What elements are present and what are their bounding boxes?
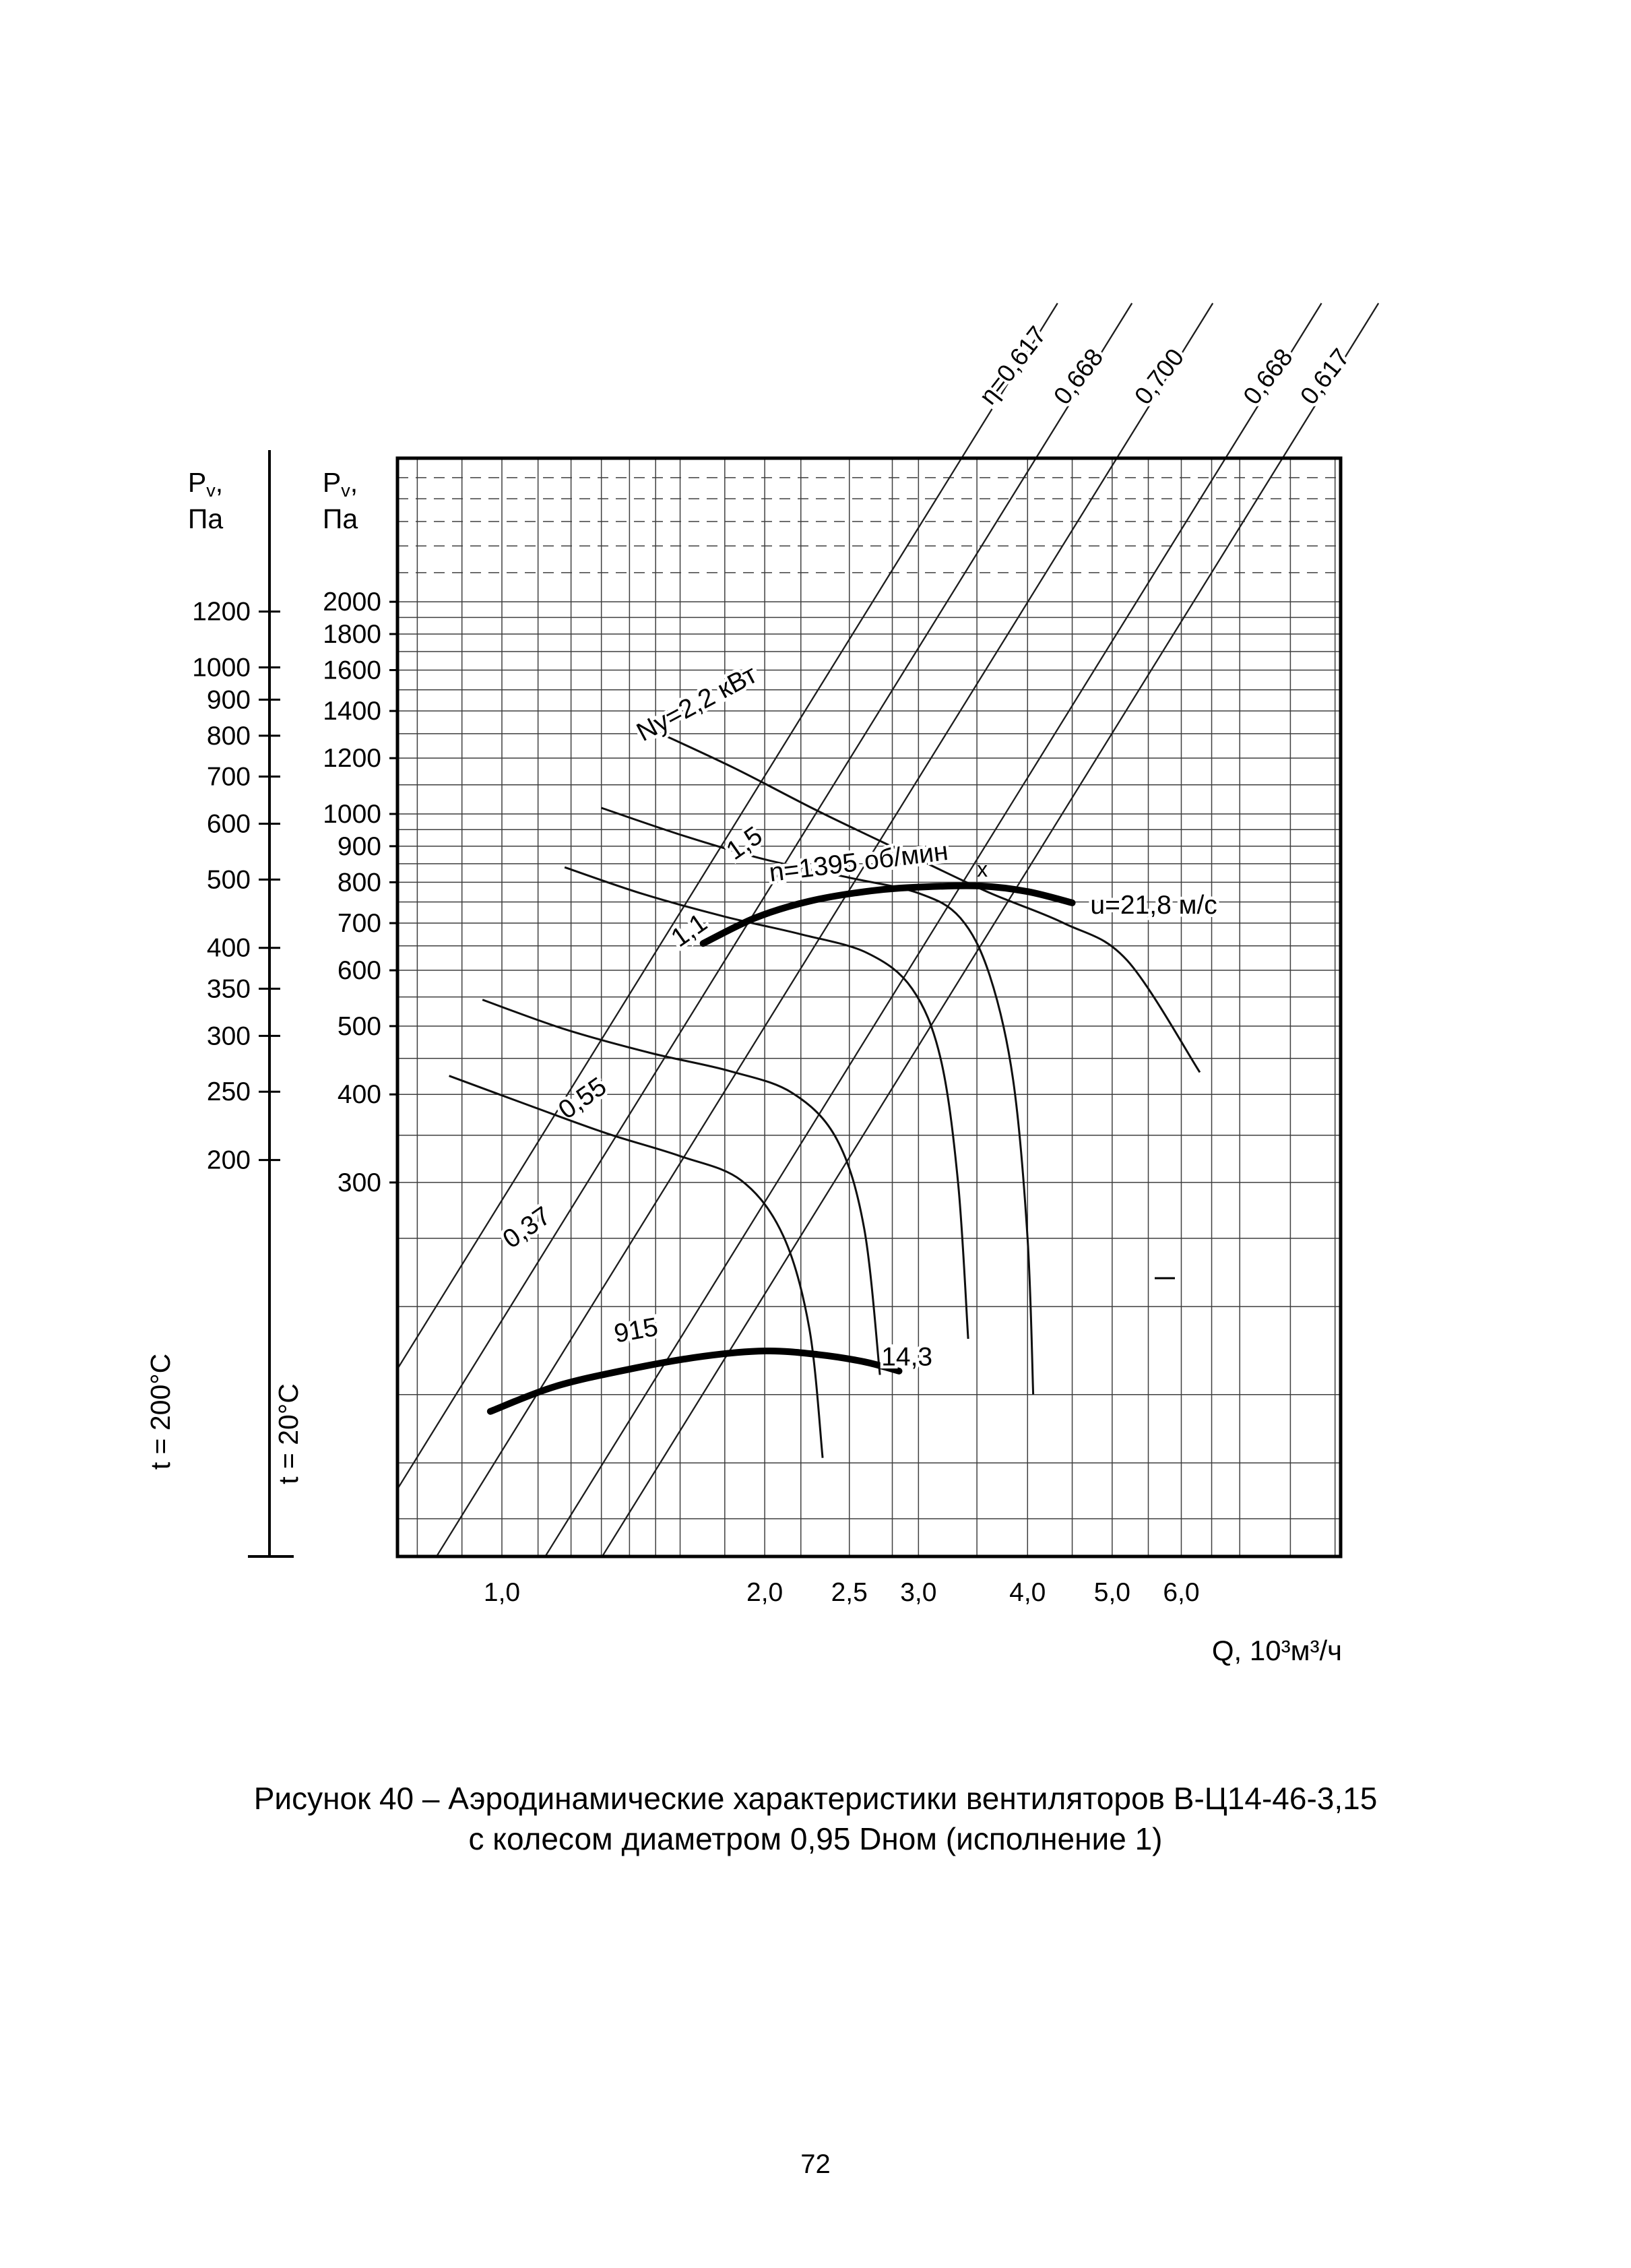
- y-axis-t20-tick-label: 1200: [323, 744, 381, 773]
- temp-label-200: t = 200°C: [145, 1354, 176, 1470]
- x-axis-tick-label: 1,0: [484, 1578, 520, 1607]
- y-axis-t20-tick-label: 800: [338, 868, 381, 897]
- efficiency-label: 0,700: [1129, 344, 1189, 410]
- x-axis-tick-label: 2,0: [746, 1578, 783, 1607]
- power-curve: [601, 807, 1035, 1395]
- y-axis-t200-tick-label: 1200: [192, 598, 251, 627]
- efficiency-label: 0,668: [1238, 344, 1298, 410]
- efficiency-line: [435, 303, 1214, 1558]
- y-axis-t200-tick-label: 300: [207, 1021, 251, 1050]
- y-axis-t20-tick-label: 700: [338, 909, 381, 938]
- y-axis-t200-tick-label: 500: [207, 865, 251, 894]
- y-axis-t200-tick-label: 200: [207, 1146, 251, 1175]
- y-axis-t200-tick-label: 700: [207, 763, 251, 792]
- y-axis-t200-tick-label: 250: [207, 1077, 251, 1106]
- figure-caption-line1: Рисунок 40 – Аэродинамические характерис…: [253, 1781, 1378, 1816]
- temp-label-20: t = 20°C: [273, 1383, 304, 1484]
- efficiency-label: 0,668: [1048, 344, 1108, 410]
- y-axis-t20-tick-label: 900: [338, 832, 381, 861]
- speed-curve: [699, 882, 1076, 947]
- efficiency-line: [544, 303, 1322, 1558]
- speed-curve-tip-label: u=21,8 м/с: [1090, 891, 1217, 920]
- operating-point-marker: x: [977, 857, 988, 881]
- pressure-axis-header: Pv,: [188, 467, 223, 501]
- y-axis-t20-tick-label: 1400: [323, 697, 381, 726]
- x-axis-tick-label: 3,0: [900, 1578, 936, 1607]
- power-curve: [482, 999, 881, 1375]
- speed-curve-tip-label: 14,3: [881, 1343, 932, 1372]
- y-axis-t20-tick-label: 400: [338, 1080, 381, 1109]
- figure-caption: Рисунок 40 – Аэродинамические характерис…: [0, 1779, 1631, 1860]
- y-axis-t20-tick-label: 600: [338, 956, 381, 985]
- y-axis-t200-tick-label: 600: [207, 810, 251, 839]
- power-curve: [655, 730, 1201, 1073]
- y-axis-t20-tick-label: 300: [338, 1168, 381, 1197]
- plot-border: [395, 456, 1343, 1558]
- power-curve: [564, 866, 969, 1340]
- power-curve: [449, 1075, 824, 1458]
- y-axis-t200-tick-label: 400: [207, 934, 251, 963]
- y-axis-t20-tick-label: 1800: [323, 620, 381, 649]
- x-axis-tick-label: 6,0: [1163, 1578, 1199, 1607]
- y-axis-t20-tick-label: 2000: [323, 588, 381, 617]
- pressure-axis-unit: Па: [323, 503, 358, 534]
- speed-curve: [486, 1347, 903, 1415]
- x-axis-tick-label: 4,0: [1009, 1578, 1046, 1607]
- x-axis-tick-label: 5,0: [1094, 1578, 1130, 1607]
- efficiency-line: [600, 303, 1380, 1558]
- x-axis-label: Q, 10³м³/ч: [1212, 1635, 1342, 1666]
- efficiency-line: [396, 303, 1133, 1490]
- y-axis-t200-tick-label: 1000: [192, 653, 251, 682]
- speed-curve-label: 915: [612, 1313, 660, 1349]
- page-number: 72: [800, 2149, 831, 2179]
- figure-caption-line2: с колесом диаметром 0,95 Dном (исполнени…: [468, 1821, 1163, 1856]
- y-axis-t20-tick-label: 1600: [323, 656, 381, 685]
- y-axis-t20-tick-label: 500: [338, 1012, 381, 1041]
- y-axis-t200-tick-label: 900: [207, 685, 251, 714]
- y-axis-t200-tick-label: 350: [207, 974, 251, 1003]
- pressure-axis-unit: Па: [188, 503, 223, 534]
- efficiency-label: 0,617: [1295, 344, 1355, 410]
- x-axis-tick-label: 2,5: [831, 1578, 868, 1607]
- pressure-axis-header: Pv,: [323, 467, 358, 501]
- y-axis-t200-tick-label: 800: [207, 722, 251, 751]
- y-axis-t20-tick-label: 1000: [323, 800, 381, 829]
- efficiency-line: [396, 303, 1058, 1370]
- efficiency-label: η=0,617: [974, 321, 1052, 409]
